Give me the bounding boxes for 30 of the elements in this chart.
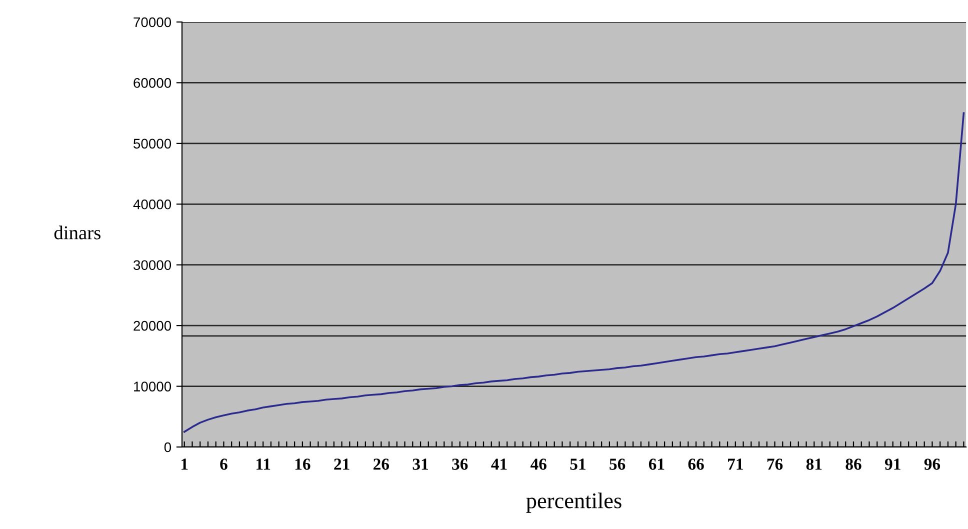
x-axis-title: percentiles bbox=[526, 492, 622, 513]
x-tick-label: 41 bbox=[491, 458, 507, 470]
x-tick-label: 51 bbox=[570, 458, 586, 470]
x-tick-label: 81 bbox=[806, 458, 822, 470]
x-tick-label: 6 bbox=[220, 458, 228, 470]
y-tick-label: 50000 bbox=[134, 138, 172, 149]
x-tick-label: 26 bbox=[374, 458, 390, 470]
y-tick-label: 30000 bbox=[133, 260, 172, 270]
x-tick-label: 91 bbox=[884, 458, 900, 470]
x-tick-label: 76 bbox=[767, 458, 783, 470]
x-tick-label: 71 bbox=[728, 458, 743, 470]
x-tick-label: 31 bbox=[412, 458, 428, 470]
x-tick-label: 96 bbox=[924, 458, 940, 470]
x-tick-label: 46 bbox=[530, 458, 546, 470]
x-tick-label: 56 bbox=[610, 458, 626, 470]
x-tick-label: 1 bbox=[182, 458, 188, 470]
x-tick-label: 86 bbox=[846, 458, 862, 470]
x-tick-label: 36 bbox=[452, 458, 468, 470]
x-tick-label: 21 bbox=[334, 458, 350, 470]
y-tick-label: 40000 bbox=[133, 199, 172, 210]
x-tick-label: 16 bbox=[295, 458, 310, 470]
x-tick-label: 11 bbox=[256, 458, 270, 470]
y-tick-label: 60000 bbox=[134, 78, 172, 88]
x-tick-label: 61 bbox=[648, 458, 664, 470]
y-tick-label: 20000 bbox=[134, 320, 172, 331]
y-tick-label: 70000 bbox=[134, 17, 172, 28]
y-tick-label: 0 bbox=[164, 442, 172, 452]
y-tick-label: 10000 bbox=[134, 382, 172, 392]
y-axis-title: dinars bbox=[54, 226, 100, 240]
x-tick-label: 66 bbox=[688, 458, 704, 470]
